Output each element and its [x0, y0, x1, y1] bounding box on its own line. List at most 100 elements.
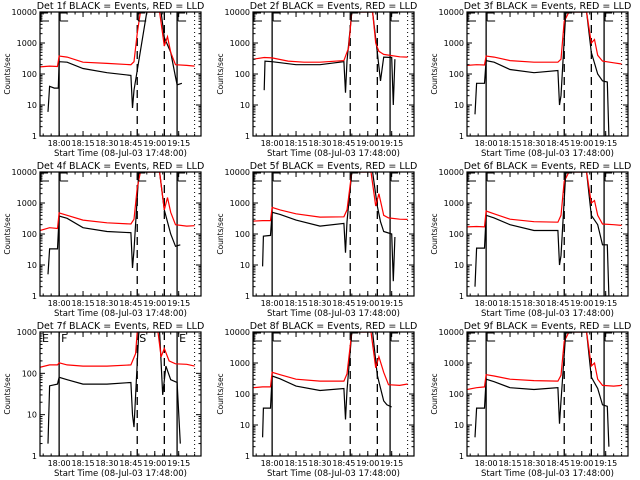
x-tick-label: 19:00 [570, 139, 593, 148]
x-tick-label: 19:00 [143, 459, 166, 468]
x-tick-label: 18:15 [72, 299, 95, 308]
marker-bracket [272, 332, 282, 342]
marker-bracket [564, 12, 574, 22]
x-tick-label: 19:00 [143, 139, 166, 148]
y-tick-label: 10 [27, 411, 37, 420]
x-tick-label: 19:00 [356, 139, 379, 148]
x-tick-label: 18:30 [95, 299, 118, 308]
y-tick-label: 1 [32, 452, 37, 461]
y-tick-label: 1000 [444, 359, 464, 368]
y-tick-label: 10000 [12, 168, 37, 177]
marker-bracket [604, 332, 614, 342]
x-tick-label: 18:45 [332, 139, 355, 148]
series-line-events [47, 12, 183, 112]
x-tick-label: 19:00 [143, 299, 166, 308]
x-axis-label: Start Time (08-Jul-03 17:48:00) [267, 469, 400, 479]
x-tick-label: 19:15 [167, 139, 190, 148]
y-tick-label: 10 [27, 101, 37, 110]
y-tick-label: 100 [235, 230, 250, 239]
series-line-events [474, 12, 610, 136]
x-tick-label: 18:30 [308, 459, 331, 468]
series-line-lld [253, 12, 408, 63]
marker-bracket [59, 172, 69, 182]
y-tick-label: 10000 [12, 8, 37, 17]
marker-label: E [42, 332, 49, 345]
y-tick-label: 10 [27, 261, 37, 270]
panel-det-8: 1 10 100 1000 10000 18:00 18:15 18:30 18:45 19:00… [216, 321, 417, 479]
marker-bracket [390, 172, 400, 182]
panel-title: Det 2f BLACK = Events, RED = LLD [250, 1, 418, 12]
panel-title: Det 6f BLACK = Events, RED = LLD [464, 161, 632, 172]
y-tick-label: 100 [449, 230, 464, 239]
marker-bracket [467, 332, 476, 342]
x-tick-label: 18:00 [475, 139, 498, 148]
panel-det-9: 1 10 100 1000 10000 18:00 18:15 18:30 18:45 19:00… [430, 321, 631, 479]
series-line-events [474, 332, 610, 447]
y-tick-label: 100 [449, 70, 464, 79]
marker-label: E [179, 332, 186, 345]
x-tick-label: 18:15 [499, 459, 522, 468]
x-tick-label: 18:00 [261, 459, 284, 468]
y-axis-label: Counts/sec [216, 213, 225, 254]
x-tick-label: 19:00 [570, 299, 593, 308]
marker-bracket [564, 332, 574, 342]
marker-label: S [139, 332, 146, 345]
panel-det-6: 1 10 100 1000 10000 18:00 18:15 18:30 18:45 19:00… [430, 161, 631, 319]
y-tick-label: 10000 [225, 168, 250, 177]
marker-bracket [59, 12, 69, 22]
x-tick-label: 19:15 [167, 459, 190, 468]
y-tick-label: 1000 [444, 199, 464, 208]
series-line-lld [467, 172, 622, 228]
y-tick-label: 10000 [439, 328, 464, 337]
y-tick-label: 10 [240, 421, 250, 430]
y-axis-label: Counts/sec [3, 213, 12, 254]
y-tick-label: 100 [22, 230, 37, 239]
y-axis-label: Counts/sec [216, 373, 225, 414]
x-tick-label: 18:45 [119, 139, 142, 148]
marker-bracket [272, 172, 282, 182]
x-tick-label: 18:45 [546, 139, 569, 148]
y-tick-label: 10000 [225, 328, 250, 337]
series-line-lld [467, 12, 622, 66]
marker-bracket [604, 172, 614, 182]
y-tick-label: 100 [22, 70, 37, 79]
marker-bracket [350, 332, 360, 342]
marker-bracket [272, 12, 282, 22]
series-line-lld [253, 172, 408, 222]
plot-frame [39, 331, 202, 457]
x-tick-label: 18:45 [332, 459, 355, 468]
panel-det-1: 1 10 100 1000 10000 18:00 18:15 18:30 18:45 19:00… [3, 1, 204, 159]
x-tick-label: 18:00 [475, 299, 498, 308]
x-tick-label: 18:30 [522, 459, 545, 468]
marker-bracket [253, 172, 262, 182]
x-tick-label: 19:15 [594, 139, 617, 148]
y-axis-label: Counts/sec [3, 373, 12, 414]
x-tick-label: 18:45 [119, 459, 142, 468]
y-tick-label: 10000 [439, 8, 464, 17]
marker-bracket [486, 332, 496, 342]
x-tick-label: 18:00 [48, 459, 71, 468]
series-line-lld [40, 12, 195, 68]
x-tick-label: 18:30 [308, 139, 331, 148]
panel-title: Det 8f BLACK = Events, RED = LLD [250, 321, 418, 332]
panel-det-3: 1 10 100 1000 10000 18:00 18:15 18:30 18:45 19:00… [430, 1, 631, 159]
x-tick-label: 18:45 [119, 299, 142, 308]
y-axis-label: Counts/sec [430, 213, 439, 254]
panel-title: Det 3f BLACK = Events, RED = LLD [464, 1, 632, 12]
panel-det-5: 1 10 100 1000 10000 18:00 18:15 18:30 18:45 19:00… [216, 161, 417, 319]
x-tick-label: 18:30 [308, 299, 331, 308]
x-axis-label: Start Time (08-Jul-03 17:48:00) [54, 309, 187, 319]
y-axis-label: Counts/sec [430, 53, 439, 94]
x-tick-label: 18:00 [48, 299, 71, 308]
panel-det-4: 1 10 100 1000 10000 18:00 18:15 18:30 18:45 19:00… [3, 161, 204, 319]
x-tick-label: 19:15 [594, 459, 617, 468]
x-tick-label: 19:00 [356, 299, 379, 308]
y-axis-label: Counts/sec [430, 373, 439, 414]
y-tick-label: 10 [454, 421, 464, 430]
x-tick-label: 19:15 [380, 459, 403, 468]
x-tick-label: 18:00 [48, 139, 71, 148]
x-axis-label: Start Time (08-Jul-03 17:48:00) [267, 149, 400, 159]
series-line-events [474, 172, 610, 296]
panel-det-2: 1 10 100 1000 10000 18:00 18:15 18:30 18:45 19:00… [216, 1, 417, 159]
